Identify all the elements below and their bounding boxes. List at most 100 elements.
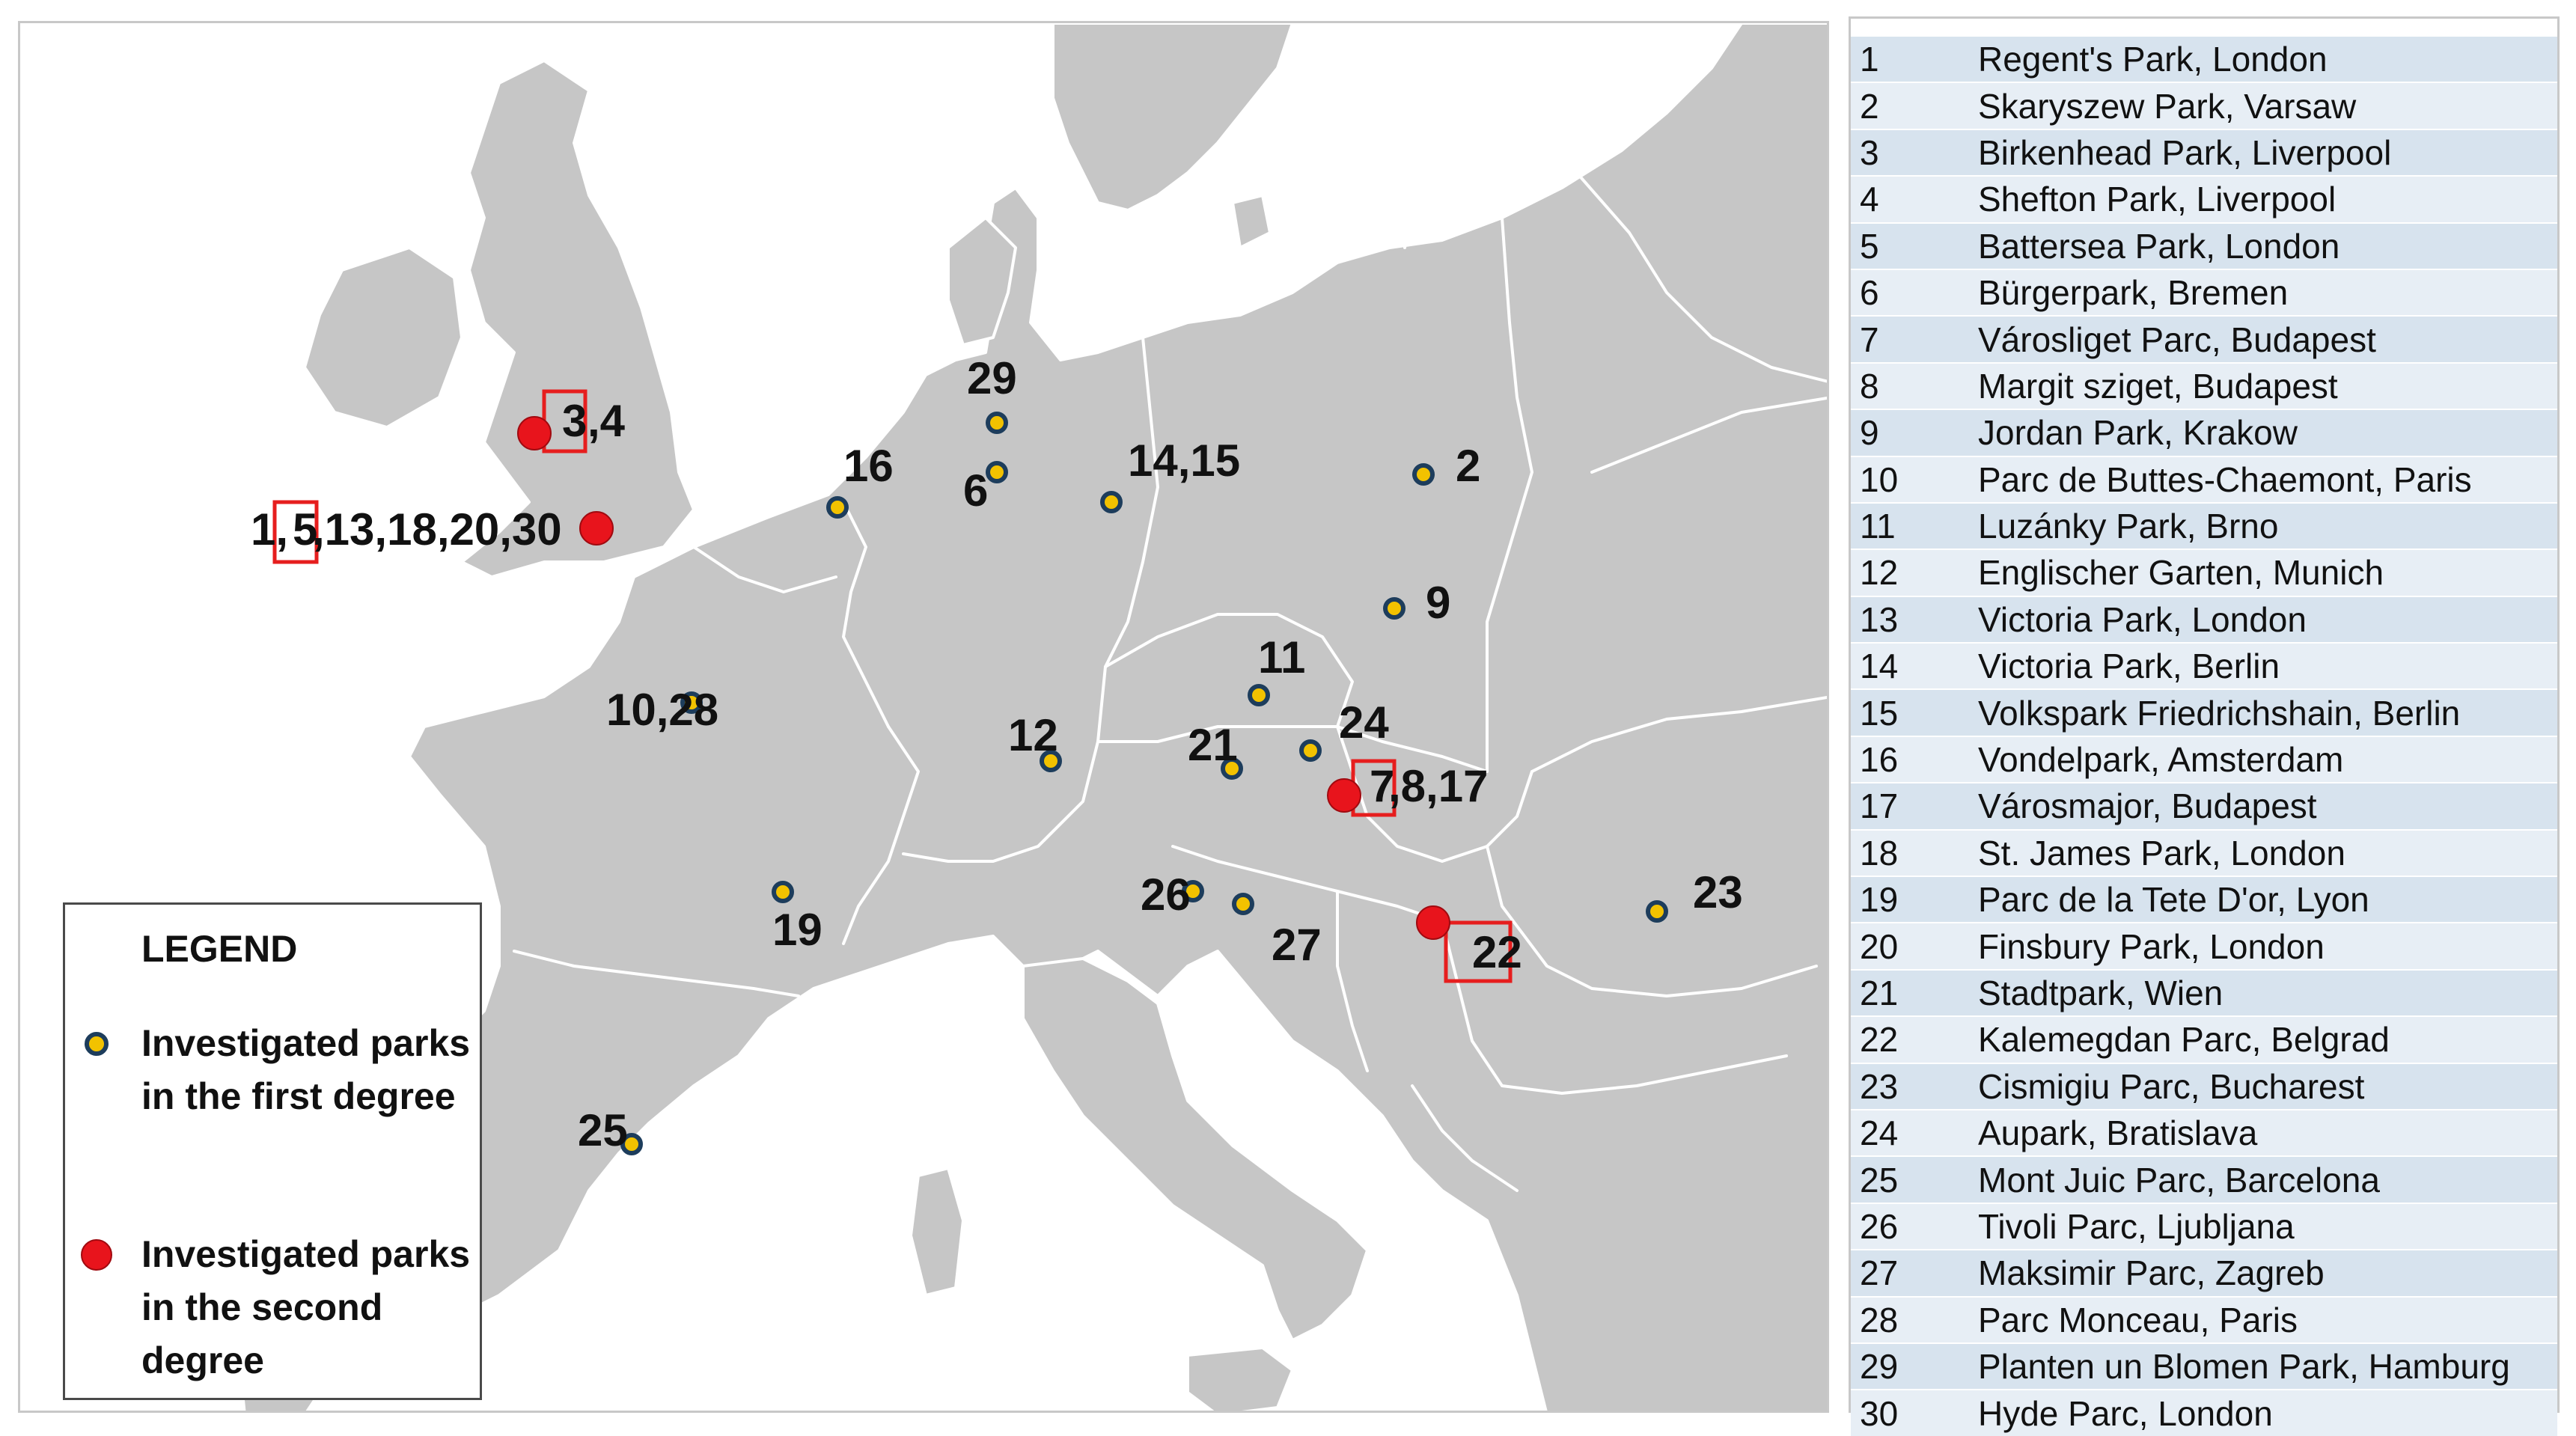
park-row: 24 Aupark, Bratislava: [1851, 1108, 2557, 1156]
park-marker-first-degree: [1646, 900, 1668, 923]
park-number: 20: [1860, 926, 1899, 966]
park-row: 20 Finsbury Park, London: [1851, 922, 2557, 969]
park-name: Városmajor, Budapest: [1978, 786, 2317, 826]
park-row: 22 Kalemegdan Parc, Belgrad: [1851, 1015, 2557, 1063]
park-marker-second-degree: [1416, 905, 1450, 940]
park-label: 2: [1456, 441, 1480, 491]
yellow-dot-icon: [85, 1032, 109, 1056]
park-name: Maksimir Parc, Zagreb: [1978, 1253, 2325, 1293]
park-name: Mont Juic Parc, Barcelona: [1978, 1160, 2380, 1200]
map-canvas: 29 3,4 16 14,15 6 2 1, 5,13,18,20,30 9 11 10,28 24 1…: [236, 23, 1827, 1411]
park-number: 17: [1860, 786, 1899, 826]
park-row: 9 Jordan Park, Krakow: [1851, 409, 2557, 456]
park-label: ,8,17: [1388, 761, 1488, 811]
park-name: Jordan Park, Krakow: [1978, 413, 2298, 453]
park-name: Stadtpark, Wien: [1978, 974, 2224, 1012]
park-number: 30: [1860, 1393, 1899, 1433]
park-number: 5: [1860, 226, 1879, 266]
park-markers: [517, 412, 1668, 1155]
park-name: Parc Monceau, Paris: [1978, 1300, 2298, 1339]
park-marker-first-degree: [986, 461, 1008, 483]
park-row: 5 Battersea Park, London: [1851, 221, 2557, 269]
park-label: 3: [562, 396, 587, 446]
park-name: Kalemegdan Parc, Belgrad: [1978, 1020, 2390, 1060]
park-list: 1 Regent's Park, London 2 Skaryszew Park, V…: [1851, 35, 2557, 1436]
park-name: Luzánky Park, Brno: [1978, 507, 2279, 546]
park-marker-second-degree: [579, 511, 614, 546]
park-name: Hyde Parc, London: [1978, 1393, 2273, 1433]
park-number: 11: [1860, 507, 1896, 546]
park-marker-first-degree: [1182, 880, 1204, 902]
landmass-scandinavia: [1052, 23, 1294, 212]
park-number: 9: [1860, 413, 1879, 453]
park-row: 30 Hyde Parc, London: [1851, 1389, 2557, 1436]
park-row: 17 Városmajor, Budapest: [1851, 782, 2557, 829]
park-list-panel: 1 Regent's Park, London 2 Skaryszew Park, V…: [1849, 16, 2560, 1436]
landmass-layer: [236, 23, 1827, 1411]
park-number: 26: [1860, 1206, 1899, 1246]
landmass-italy: [1022, 957, 1369, 1342]
park-label: 27: [1272, 920, 1322, 970]
park-name: Battersea Park, London: [1978, 226, 2340, 266]
park-number: 10: [1860, 459, 1899, 499]
legend-title: LEGEND: [141, 928, 298, 970]
park-row: 3 Birkenhead Park, Liverpool: [1851, 128, 2557, 176]
park-name: Regent's Park, London: [1978, 40, 2328, 79]
park-marker-second-degree: [1327, 778, 1361, 813]
park-number: 14: [1860, 647, 1899, 686]
park-name: Margit sziget, Budapest: [1978, 366, 2338, 406]
park-row: 6 Bürgerpark, Bremen: [1851, 268, 2557, 316]
park-number: 13: [1860, 599, 1899, 639]
park-label: 22: [1472, 927, 1522, 977]
park-name: Vondelpark, Amsterdam: [1978, 740, 2344, 780]
park-marker-first-degree: [1221, 757, 1243, 780]
park-marker-first-degree: [1232, 893, 1254, 915]
park-number: 19: [1860, 880, 1899, 920]
park-row: 28 Parc Monceau, Paris: [1851, 1295, 2557, 1342]
park-number: 2: [1860, 86, 1879, 126]
park-label: ,13,18,20,30: [312, 504, 562, 554]
park-labels: 29 3,4 16 14,15 6 2 1, 5,13,18,20,30 9 11 10,28 24 1…: [251, 353, 1743, 1155]
park-number: 23: [1860, 1066, 1899, 1106]
park-marker-first-degree: [1040, 750, 1062, 772]
park-name: Városliget Parc, Budapest: [1978, 320, 2376, 359]
park-label: 23: [1693, 867, 1743, 917]
park-marker-first-degree: [772, 881, 794, 903]
park-number: 3: [1860, 132, 1879, 172]
park-name: Parc de Buttes-Chaemont, Paris: [1978, 459, 2472, 499]
park-label: 29: [967, 353, 1017, 403]
legend-label-second-degree: Investigated parks in the second degree: [141, 1233, 471, 1381]
highlight-box-park-22: [1444, 920, 1513, 983]
park-label: 9: [1426, 578, 1450, 628]
park-label: 12: [1008, 710, 1058, 760]
park-label: 1,: [251, 504, 288, 554]
landmass-denmark: [947, 216, 1017, 346]
park-marker-first-degree: [1100, 491, 1123, 513]
park-number: 28: [1860, 1300, 1899, 1339]
park-row: 11 Luzánky Park, Brno: [1851, 501, 2557, 549]
park-marker-first-degree: [986, 412, 1008, 434]
park-row: 19 Parc de la Tete D'or, Lyon: [1851, 876, 2557, 923]
park-label: 19: [772, 905, 822, 955]
park-marker-first-degree: [1248, 684, 1270, 706]
park-label: 7: [1370, 761, 1394, 811]
park-label: 24: [1339, 697, 1389, 748]
park-marker-first-degree: [1412, 463, 1435, 486]
park-number: 1: [1860, 40, 1879, 79]
park-name: Finsbury Park, London: [1978, 926, 2325, 966]
park-label: 11: [1258, 632, 1305, 682]
park-marker-first-degree: [1299, 739, 1322, 762]
park-number: 7: [1860, 320, 1879, 359]
park-name: Victoria Park, Berlin: [1978, 647, 2280, 686]
park-label: 16: [843, 441, 894, 491]
red-dot-icon: [81, 1239, 112, 1271]
park-marker-first-degree: [826, 496, 849, 519]
park-row: 7 Városliget Parc, Budapest: [1851, 315, 2557, 362]
park-label: 25: [578, 1105, 628, 1155]
map-legend: LEGEND Investigated parks in the first d…: [63, 902, 482, 1400]
park-name: Englischer Garten, Munich: [1978, 553, 2384, 593]
highlight-boxes: [272, 389, 1513, 983]
park-row: 8 Margit sziget, Budapest: [1851, 361, 2557, 409]
park-number: 4: [1860, 180, 1879, 219]
park-number: 18: [1860, 833, 1899, 873]
